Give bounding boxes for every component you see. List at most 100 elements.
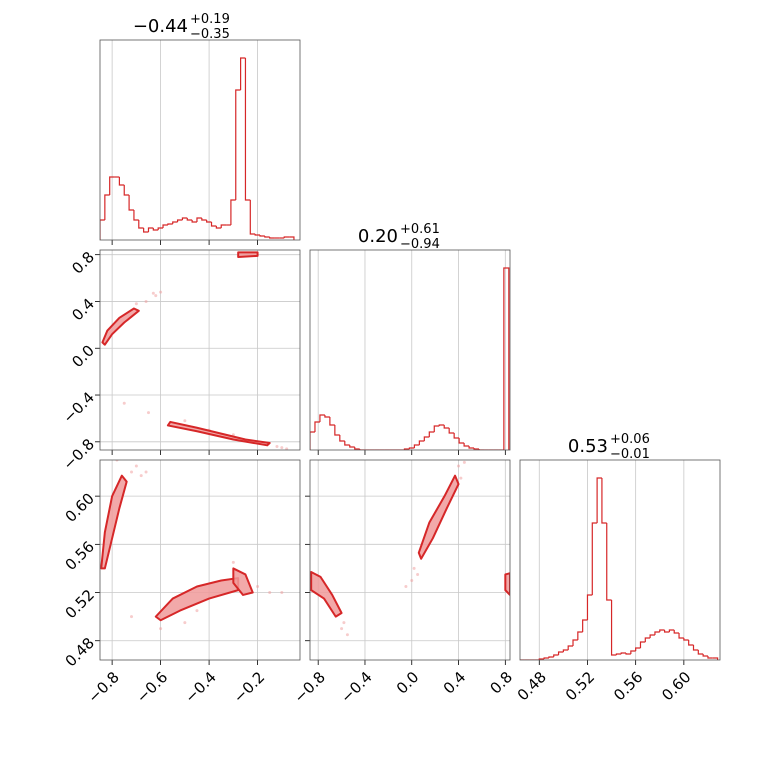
histogram-step [201, 218, 207, 221]
histogram-step [100, 219, 105, 240]
histogram-step [354, 447, 360, 450]
histogram-step [418, 440, 425, 445]
sample-point [416, 572, 420, 576]
histogram-step [152, 228, 159, 231]
histogram-step [118, 177, 125, 186]
x-tick-label: 0.60 [658, 668, 694, 704]
sample-point [285, 447, 289, 450]
histogram-step [567, 645, 574, 650]
histogram-step [473, 448, 480, 450]
histogram-step [606, 523, 612, 601]
contour [232, 567, 254, 596]
panel-frame [99, 39, 301, 241]
y-tick-label: −0.4 [60, 388, 98, 426]
sample-point [139, 474, 143, 478]
x-tick-label: 0.52 [562, 668, 598, 704]
histogram-step [235, 89, 241, 200]
histogram-step [215, 226, 222, 229]
histogram-step [359, 449, 365, 450]
y-tick-label: 0.48 [62, 634, 98, 670]
histogram-step [310, 431, 315, 450]
histogram-step [557, 651, 564, 655]
sample-point [459, 476, 463, 480]
sample-point [134, 302, 138, 306]
histogram-step [264, 236, 270, 238]
histogram-step [176, 219, 183, 222]
title-lower: −0.35 [190, 27, 230, 42]
histogram-step [206, 220, 212, 223]
histogram-step [458, 438, 465, 444]
histogram-step [259, 235, 265, 237]
contour [154, 577, 240, 622]
panel-frame [99, 249, 301, 451]
histogram-step [543, 657, 549, 659]
histogram-step [344, 441, 350, 446]
histogram-step [196, 217, 202, 222]
sample-point [256, 585, 260, 589]
histogram-step [220, 224, 227, 228]
contour [417, 474, 460, 560]
histogram-step [610, 600, 617, 656]
sample-point [275, 444, 279, 448]
histogram-step [133, 210, 139, 221]
panel-frame [99, 459, 301, 661]
histogram-step [601, 478, 607, 524]
panel: 0.20 +0.61−0.94 [309, 222, 511, 455]
sample-point [342, 621, 346, 625]
histogram-step [423, 436, 430, 441]
sample-point [345, 633, 349, 637]
histogram-step [659, 629, 665, 632]
histogram-step [138, 220, 144, 229]
sample-point [146, 411, 150, 415]
title-upper: +0.61 [400, 222, 440, 237]
histogram-step [591, 522, 598, 595]
sample-point [122, 401, 126, 405]
sample-point [130, 470, 134, 474]
histogram-step [678, 633, 684, 639]
histogram-step [443, 425, 450, 429]
histogram-step [478, 449, 484, 450]
histogram-step [688, 640, 694, 646]
sample-point [410, 578, 414, 582]
histogram-step [244, 58, 251, 201]
panel-title: −0.44 [133, 16, 188, 37]
y-tick-label: 0.56 [62, 538, 98, 574]
histogram-step [649, 634, 655, 638]
sample-point [154, 294, 158, 298]
histogram-step [620, 652, 627, 654]
histogram-step [707, 656, 713, 659]
sample-point [134, 464, 138, 468]
histogram-step [123, 185, 130, 196]
sample-point [130, 615, 134, 619]
histogram-step [438, 424, 445, 426]
x-tick-label: −0.8 [290, 668, 328, 706]
x-tick-label: −0.8 [84, 668, 122, 706]
panel-frame [519, 459, 721, 661]
panel-frame [309, 249, 511, 451]
panel-title: 0.20 [358, 226, 398, 247]
x-tick-label: 0.48 [514, 668, 550, 704]
y-tick-label: 0.8 [68, 248, 98, 278]
title-lower: −0.01 [610, 447, 650, 462]
histogram-step [448, 428, 455, 434]
histogram-step [329, 417, 335, 426]
histogram-step [586, 594, 593, 620]
histogram-step [109, 176, 115, 195]
histogram-step [428, 431, 435, 437]
sample-point [462, 460, 466, 464]
histogram-step [553, 654, 559, 657]
y-tick-label: 0.60 [62, 489, 98, 525]
sample-point [183, 419, 187, 423]
x-tick-label: −0.4 [181, 668, 219, 706]
sample-point [340, 627, 344, 631]
sample-point [412, 566, 416, 570]
histogram-step [644, 637, 651, 642]
title-upper: +0.06 [610, 432, 650, 447]
sample-point [144, 470, 148, 474]
histogram-step [172, 221, 178, 224]
histogram-step [408, 447, 415, 449]
histogram-step [181, 217, 188, 220]
panel: −0.8 −0.4 0.0 0.4 0.8 [60, 248, 301, 474]
